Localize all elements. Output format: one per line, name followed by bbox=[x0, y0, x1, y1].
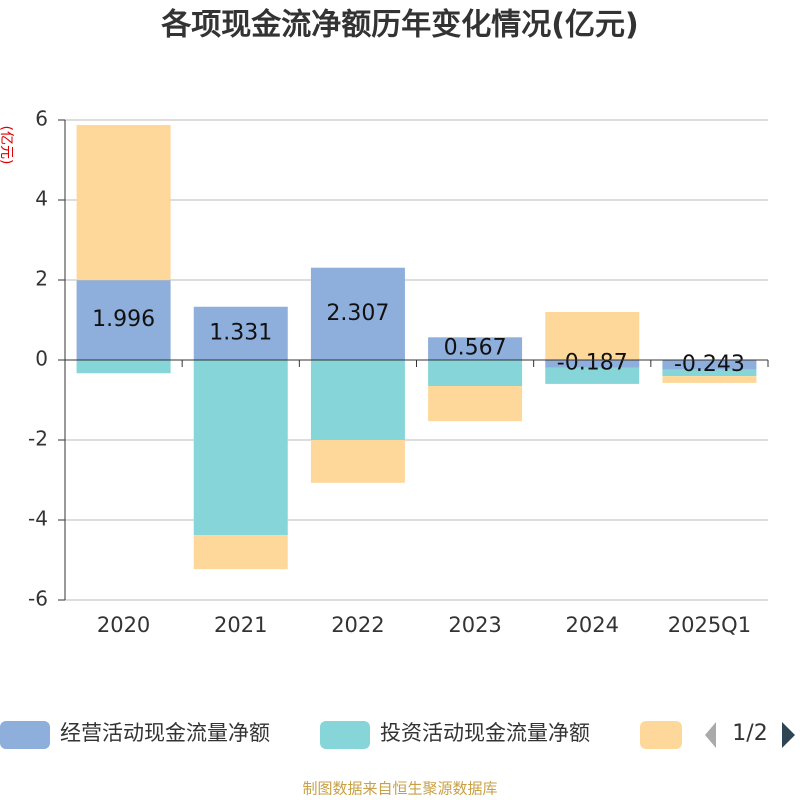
data-label: -0.187 bbox=[557, 351, 628, 376]
y-tick-label: 6 bbox=[35, 107, 48, 131]
y-tick-label: -4 bbox=[28, 507, 48, 531]
y-tick-label: 4 bbox=[35, 187, 48, 211]
legend-label: 投资活动现金流量净额 bbox=[380, 721, 590, 745]
y-axis-label: (亿元) bbox=[0, 126, 14, 165]
bar bbox=[428, 360, 523, 386]
bar bbox=[662, 376, 757, 383]
bar bbox=[310, 267, 405, 360]
bar bbox=[76, 360, 171, 374]
x-tick-label: 2021 bbox=[214, 613, 267, 637]
bar bbox=[545, 360, 640, 368]
legend-page: 1/2 bbox=[732, 721, 767, 746]
x-tick-label: 2025Q1 bbox=[668, 613, 751, 637]
bar bbox=[193, 535, 288, 570]
data-label: 0.567 bbox=[444, 336, 507, 361]
legend-prev[interactable] bbox=[705, 722, 716, 748]
bar bbox=[545, 312, 640, 360]
source: 制图数据来自恒生聚源数据库 bbox=[302, 780, 497, 798]
bar bbox=[310, 440, 405, 483]
bar bbox=[193, 360, 288, 536]
y-tick-label: 0 bbox=[35, 347, 48, 371]
data-label: -0.243 bbox=[674, 352, 745, 377]
bar bbox=[545, 367, 640, 384]
legend-swatch bbox=[640, 721, 682, 749]
chart-title: 各项现金流净额历年变化情况(亿元) bbox=[160, 8, 638, 43]
bar bbox=[428, 386, 523, 422]
bar bbox=[310, 360, 405, 440]
bar bbox=[428, 337, 523, 360]
bar bbox=[662, 360, 757, 370]
x-tick-label: 2020 bbox=[97, 613, 150, 637]
bar bbox=[662, 369, 757, 377]
bar bbox=[76, 124, 171, 281]
bar bbox=[76, 280, 171, 360]
data-label: 2.307 bbox=[326, 301, 389, 326]
y-tick-label: 2 bbox=[35, 267, 48, 291]
legend-label: 经营活动现金流量净额 bbox=[60, 721, 270, 745]
x-tick-label: 2022 bbox=[331, 613, 384, 637]
x-tick-label: 2024 bbox=[566, 613, 619, 637]
bar bbox=[193, 306, 288, 360]
legend-swatch bbox=[320, 721, 370, 749]
legend-next[interactable] bbox=[782, 722, 795, 748]
data-label: 1.996 bbox=[92, 307, 155, 332]
data-label: 1.331 bbox=[209, 320, 272, 345]
y-tick-label: -2 bbox=[28, 427, 48, 451]
legend-swatch bbox=[0, 721, 50, 749]
x-tick-label: 2023 bbox=[448, 613, 501, 637]
y-tick-label: -6 bbox=[28, 587, 48, 611]
